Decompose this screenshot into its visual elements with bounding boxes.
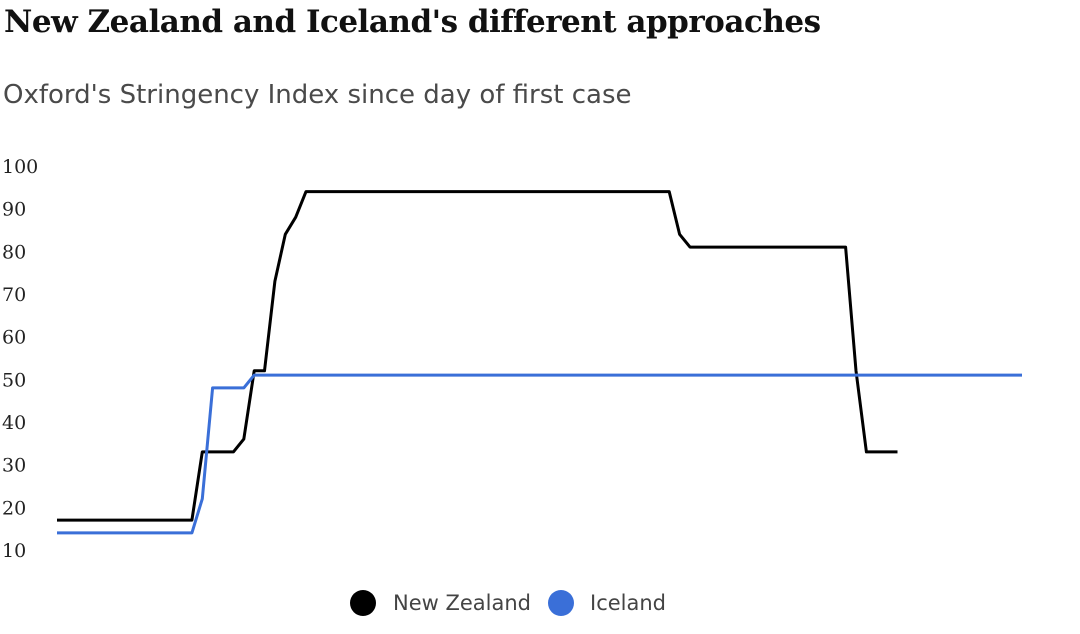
- y-tick-label: 80: [2, 241, 26, 263]
- y-axis: 100 90 80 70 60 50 40 30 20 10: [2, 156, 38, 562]
- y-tick-label: 70: [2, 284, 26, 306]
- series-line-0: [57, 190, 898, 522]
- y-tick-label: 10: [2, 540, 26, 562]
- y-tick-label: 40: [2, 412, 26, 434]
- legend-label: Iceland: [590, 591, 666, 615]
- y-tick-label: 50: [2, 369, 26, 391]
- y-tick-label: 100: [2, 156, 38, 178]
- y-tick-label: 20: [2, 497, 26, 519]
- series-lines: [57, 190, 1022, 535]
- legend: New Zealand Iceland: [350, 590, 666, 616]
- chart-subtitle: Oxford's Stringency Index since day of f…: [3, 80, 632, 110]
- y-tick-label: 90: [2, 199, 26, 221]
- y-tick-label: 60: [2, 327, 26, 349]
- chart-title: New Zealand and Iceland's different appr…: [4, 4, 821, 40]
- legend-swatch: [548, 590, 574, 616]
- legend-label: New Zealand: [393, 591, 531, 615]
- series-line-1: [57, 373, 1022, 535]
- legend-swatch: [350, 590, 376, 616]
- y-tick-label: 30: [2, 455, 26, 477]
